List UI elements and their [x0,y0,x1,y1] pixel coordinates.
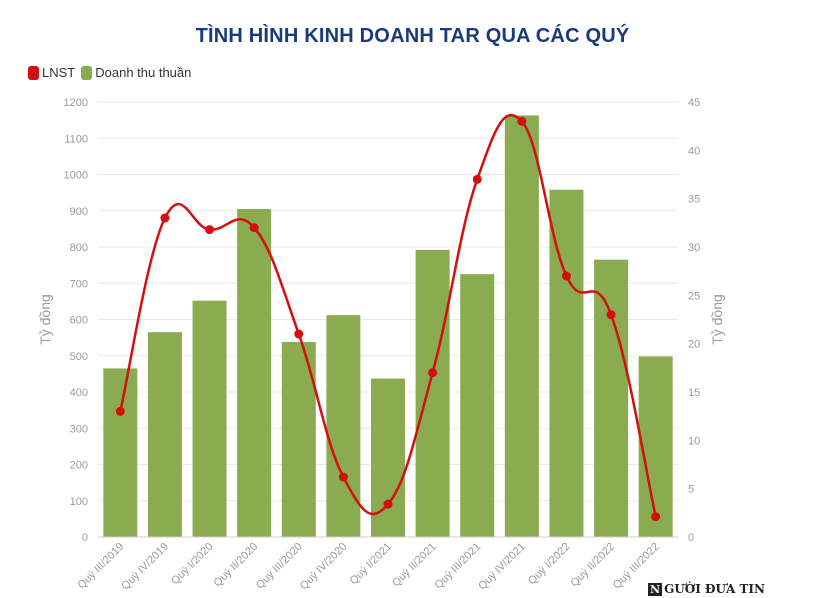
bar [192,300,227,537]
bar [237,208,272,537]
y-tick-label: 100 [70,496,88,508]
y-tick-label: 800 [70,242,88,254]
y2-tick-label: 40 [688,145,700,157]
bar [371,378,405,537]
y2-tick-label: 30 [688,242,700,254]
bar-series [103,115,673,537]
y-tick-label: 400 [70,387,88,399]
watermark-text: GƯỜI ĐƯA TIN [664,582,765,596]
y2-tick-label: 35 [688,194,700,206]
lnst-point [383,499,393,509]
lnst-point [606,310,616,320]
y2-tick-label: 10 [688,435,700,447]
bar [638,356,673,537]
y-tick-label: 900 [70,206,88,218]
y-tick-label: 1200 [64,97,88,109]
x-tick-label: Quý II/2022 [568,541,617,590]
bar [147,332,182,537]
lnst-point [338,472,348,482]
lnst-point [115,406,125,416]
lnst-point [651,512,661,522]
lnst-point [160,213,170,223]
y2-tick-label: 5 [688,484,694,496]
y-tick-label: 700 [70,278,88,290]
y-tick-label: 1000 [64,170,88,182]
x-tick-label: Quý IV/2021 [476,541,528,593]
legend: LNST Doanh thu thuần [28,65,197,80]
y2-tick-label: 45 [688,97,700,109]
bar [415,249,450,537]
lnst-point [428,368,438,378]
x-tick-label: Quý II/2021 [390,541,439,590]
y2-tick-label: 0 [688,532,694,544]
y2-tick-label: 25 [688,290,700,302]
y-tick-label: 1100 [64,133,88,145]
legend-swatch-lnst [28,65,39,80]
y-tick-label: 300 [70,423,88,435]
bar [326,315,361,537]
chart-title: TÌNH HÌNH KINH DOANH TAR QUA CÁC QUÝ [195,25,630,47]
watermark-logo: N GƯỜI ĐƯA TIN [648,582,765,596]
x-tick-label: Quý I/2022 [526,541,573,588]
y-tick-label: 600 [70,315,88,327]
y-tick-label: 200 [70,460,88,472]
legend-item-revenue[interactable]: Doanh thu thuần [81,65,191,80]
legend-item-lnst[interactable]: LNST [28,65,75,80]
y-tick-label: 500 [70,351,88,363]
lnst-point [205,225,215,235]
bar [460,274,495,537]
lnst-point [561,271,571,281]
bar [103,368,138,537]
legend-label-lnst: LNST [42,65,76,80]
legend-label-revenue: Doanh thu thuần [95,65,192,80]
y2-tick-label: 15 [688,387,700,399]
lnst-point [249,223,259,233]
x-tick-label: Quý IV/2020 [298,541,350,593]
bar [504,115,539,537]
bar [594,259,629,537]
y2-axis-title: Tỷ đồng [709,294,725,345]
lnst-point [517,116,527,126]
y-axis-title: Tỷ đồng [37,294,53,345]
y2-tick-label: 20 [688,339,700,351]
x-tick-label: Quý II/2020 [212,541,261,590]
x-tick-label: Quý I/2020 [169,541,216,588]
x-tick-label: Quý IV/2019 [119,541,171,593]
lnst-point [294,329,304,339]
line-series [115,114,661,522]
legend-swatch-revenue [81,65,93,80]
watermark-mark: N [648,583,663,596]
x-tick-label: Quý I/2021 [348,541,395,588]
y-tick-label: 0 [82,532,88,544]
bar [549,189,584,537]
lnst-point [472,174,482,184]
